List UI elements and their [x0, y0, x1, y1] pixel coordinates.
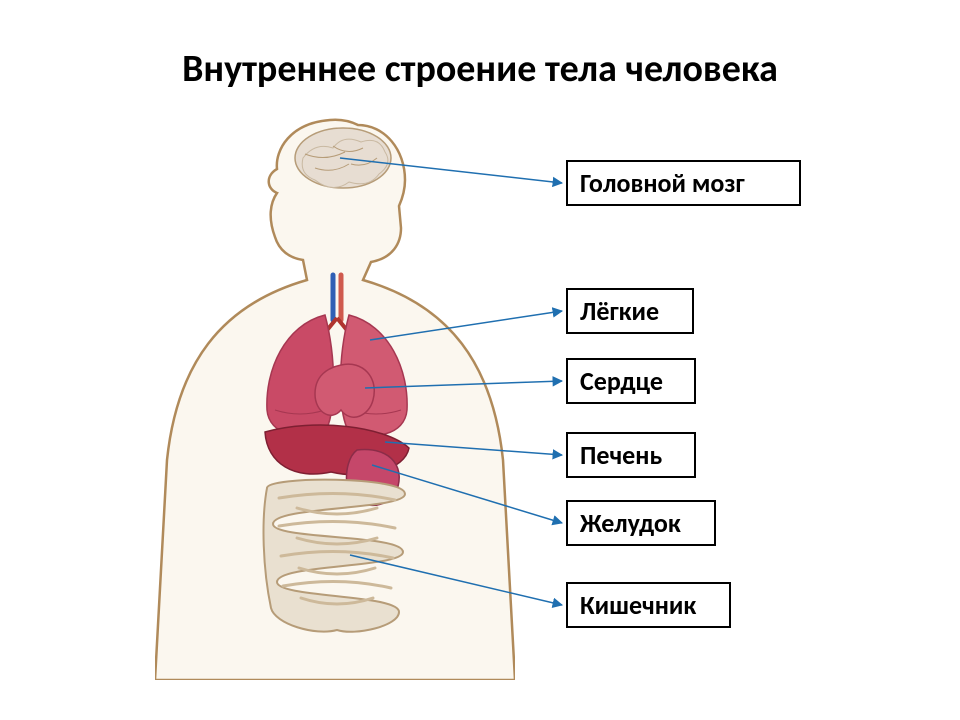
diagram-title: Внутреннее строение тела человека [0, 46, 960, 92]
heart-icon [315, 364, 374, 417]
intestine-icon [264, 480, 405, 632]
diagram-stage: Внутреннее строение тела человека [0, 0, 960, 720]
anatomy-figure [155, 110, 515, 680]
label-intestine: Кишечник [566, 582, 731, 628]
label-brain: Головной мозг [566, 160, 801, 206]
label-lungs: Лёгкие [566, 288, 694, 334]
label-stomach: Желудок [566, 500, 716, 546]
brain-icon [295, 128, 391, 188]
label-heart: Сердце [566, 358, 696, 404]
label-liver: Печень [566, 432, 696, 478]
